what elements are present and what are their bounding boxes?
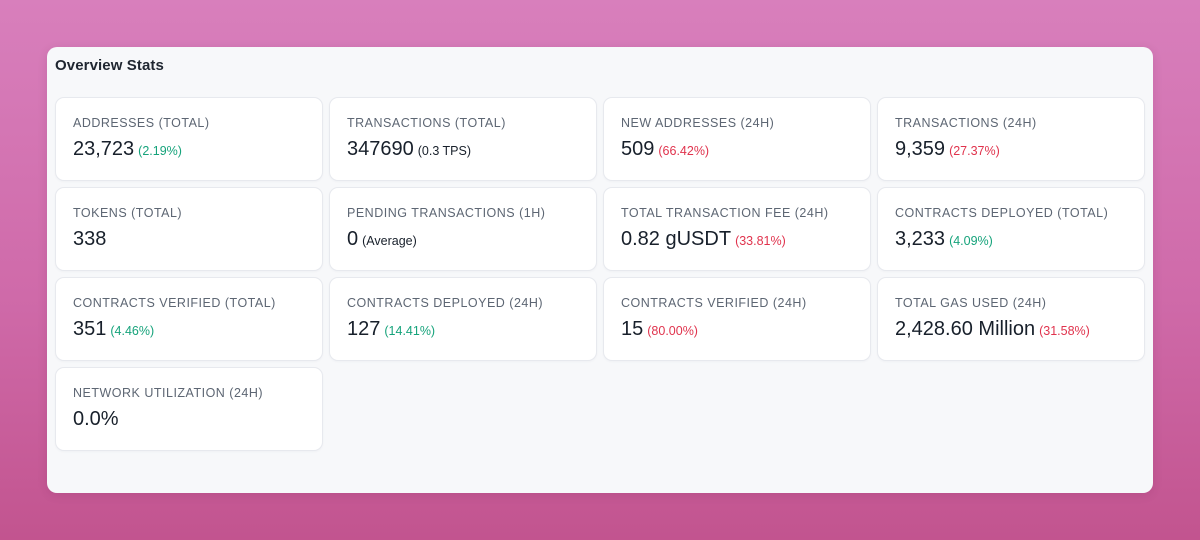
stat-value: 347690	[347, 138, 414, 160]
stat-label: TOKENS (TOTAL)	[73, 206, 183, 220]
stat-card-total-gas-used-24h: TOTAL GAS USED (24H) 2,428.60 Million (31…	[877, 277, 1145, 361]
stats-grid: ADDRESSES (TOTAL) 23,723 (2.19%) TRANSACT…	[55, 97, 1146, 451]
stat-value: 338	[73, 228, 107, 250]
stat-change: (14.41%)	[384, 324, 436, 338]
stat-card-contracts-deployed-total: CONTRACTS DEPLOYED (TOTAL) 3,233 (4.09%)	[877, 187, 1145, 271]
stat-value: 0.82 gUSDT	[621, 228, 732, 250]
stat-change: (0.3 TPS)	[417, 144, 472, 158]
stat-value-row: 23,723 (2.19%)	[73, 137, 305, 163]
stat-card-contracts-deployed-24h: CONTRACTS DEPLOYED (24H) 127 (14.41%)	[329, 277, 597, 361]
stat-change: (Average)	[362, 234, 417, 248]
stat-label: TOTAL GAS USED (24H)	[895, 296, 1047, 310]
stat-label: CONTRACTS DEPLOYED (24H)	[347, 296, 544, 310]
stat-label: CONTRACTS VERIFIED (TOTAL)	[73, 296, 276, 310]
stat-value-row: 351 (4.46%)	[73, 317, 305, 343]
stat-value: 0.0%	[73, 408, 119, 430]
stat-value-row: 2,428.60 Million (31.58%)	[895, 317, 1127, 343]
stat-card-contracts-verified-24h: CONTRACTS VERIFIED (24H) 15 (80.00%)	[603, 277, 871, 361]
stat-value: 2,428.60 Million	[895, 318, 1036, 340]
stat-value: 9,359	[895, 138, 946, 160]
stat-card-pending-transactions-1h: PENDING TRANSACTIONS (1H) 0 (Average)	[329, 187, 597, 271]
stat-change: (31.58%)	[1039, 324, 1090, 338]
stat-value: 351	[73, 318, 107, 340]
overview-stats-panel: Overview Stats ADDRESSES (TOTAL) 23,723(…	[47, 47, 1153, 493]
stat-value-row: 509 (66.42%)	[621, 137, 853, 163]
stat-card-transactions-total: TRANSACTIONS (TOTAL) 347690 (0.3 TPS)	[329, 97, 597, 181]
stat-value-row: 0 (Average)	[347, 227, 579, 253]
stat-value-row: 9,359 (27.37%)	[895, 137, 1127, 163]
stat-label: PENDING TRANSACTIONS (1H)	[347, 206, 546, 220]
stat-change: (80.00%)	[647, 324, 698, 338]
stat-change: (33.81%)	[735, 234, 786, 248]
stat-card-transactions-24h: TRANSACTIONS (24H) 9,359 (27.37%)	[877, 97, 1145, 181]
stat-label: CONTRACTS VERIFIED (24H)	[621, 296, 807, 310]
stat-value-row: 3,233 (4.09%)	[895, 227, 1127, 253]
stat-change: (27.37%)	[949, 144, 1000, 158]
stat-label: ADDRESSES (TOTAL)	[73, 116, 210, 130]
stat-value-row: 338	[73, 227, 305, 253]
stat-label: TOTAL TRANSACTION FEE (24H)	[621, 206, 829, 220]
stat-change: (4.46%)	[110, 324, 155, 338]
stat-value-row: 0.82 gUSDT (33.81%)	[621, 227, 853, 253]
stat-value: 0	[347, 228, 359, 250]
stat-card-tokens-total: TOKENS (TOTAL) 338	[55, 187, 323, 271]
stat-value-row: 127 (14.41%)	[347, 317, 579, 343]
stat-change: (2.19%)	[138, 144, 182, 158]
stat-value-row: 347690 (0.3 TPS)	[347, 137, 579, 163]
stat-value: 23,723	[73, 138, 135, 160]
stat-value: 509	[621, 138, 655, 160]
panel-title: Overview Stats	[55, 57, 164, 74]
stat-card-new-addresses-24h: NEW ADDRESSES (24H) 509 (66.42%)	[603, 97, 871, 181]
stat-change: (4.09%)	[949, 234, 993, 248]
stat-value: 3,233	[895, 228, 946, 250]
stat-value-row: 15 (80.00%)	[621, 317, 853, 343]
stat-label: TRANSACTIONS (24H)	[895, 116, 1037, 130]
stat-value: 15	[621, 318, 644, 340]
stat-value: 127	[347, 318, 381, 340]
stat-label: TRANSACTIONS (TOTAL)	[347, 116, 506, 130]
stat-card-contracts-verified-total: CONTRACTS VERIFIED (TOTAL) 351 (4.46%)	[55, 277, 323, 361]
stat-card-addresses-total: ADDRESSES (TOTAL) 23,723 (2.19%)	[55, 97, 323, 181]
stat-change: (66.42%)	[658, 144, 710, 158]
stat-label: CONTRACTS DEPLOYED (TOTAL)	[895, 206, 1109, 220]
stat-card-network-utilization-24h: NETWORK UTILIZATION (24H) 0.0%	[55, 367, 323, 451]
stat-label: NETWORK UTILIZATION (24H)	[73, 386, 264, 400]
stat-value-row: 0.0%	[73, 407, 305, 433]
stat-card-total-transaction-fee-24h: TOTAL TRANSACTION FEE (24H) 0.82 gUSDT (3…	[603, 187, 871, 271]
stat-label: NEW ADDRESSES (24H)	[621, 116, 775, 130]
